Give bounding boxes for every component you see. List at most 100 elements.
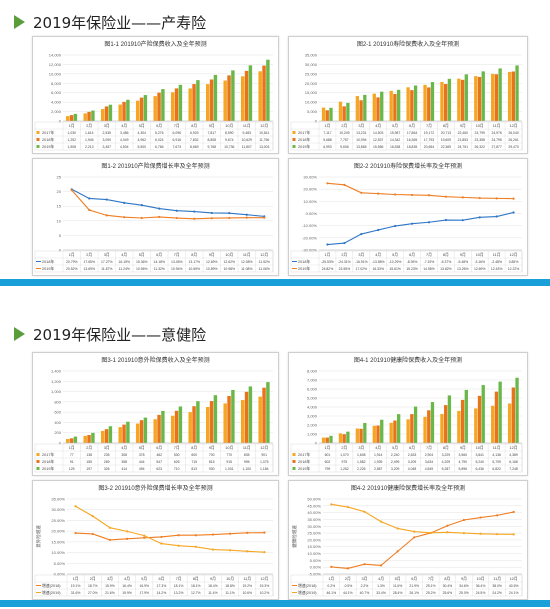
point-2019年-1月 <box>326 182 329 185</box>
bar-2019年-12月 <box>266 59 270 121</box>
data-label-增速(2018): 17.3% <box>157 584 167 588</box>
bar-2019年-6月 <box>161 89 165 121</box>
data-label-增速(2019): 25.0% <box>459 591 469 595</box>
data-label-2019年: 24,751 <box>458 145 468 149</box>
x-tick-label: 8月 <box>193 576 199 581</box>
data-label-2019年: 4,048 <box>408 467 417 471</box>
data-label-2019年: 12.43% <box>491 267 503 271</box>
bar-2018年-2月 <box>87 435 91 443</box>
point-增速(2018)-10月 <box>479 516 482 519</box>
bar-2018年-3月 <box>359 428 363 443</box>
data-label-2019年: 2,587 <box>374 467 383 471</box>
x-tick-label: 7月 <box>428 576 434 581</box>
data-label-2018年: 358 <box>121 460 127 464</box>
y-tick-label: 0.00% <box>310 565 322 570</box>
data-label-2019年: 1,031 <box>225 467 234 471</box>
bar-2019年-2月 <box>91 110 95 121</box>
data-label-2017年: 4,389 <box>509 453 518 457</box>
x-tick-label: 1月 <box>69 445 75 450</box>
data-label-2017年: 26,040 <box>508 131 518 135</box>
legend-swatch-2019年 <box>36 145 40 148</box>
data-label-2018年: 915 <box>226 460 232 464</box>
bar-2019年-4月 <box>380 419 384 443</box>
data-label-2019年: 23.55% <box>339 267 351 271</box>
x-tick-label: 3月 <box>361 576 367 581</box>
x-tick-label: 4月 <box>124 576 130 581</box>
bar-2018年-10月 <box>477 395 482 443</box>
bar-2019年-9月 <box>213 395 218 443</box>
data-label-2018年: 17.27% <box>101 260 113 264</box>
data-label-2018年: 4,049 <box>120 138 129 142</box>
data-label-2019年: 12.22% <box>508 267 520 271</box>
data-label-增速(2019): 44.1% <box>343 591 353 595</box>
x-tick-label: 2月 <box>341 445 347 450</box>
chart-c22: 图2-2 201910寿险保费增长率及全年预测 -30.00% -20.00% -10… <box>290 162 523 273</box>
bar-2019年-10月 <box>231 70 235 121</box>
x-tick-label: 2月 <box>90 576 96 581</box>
x-tick-label: 8月 <box>191 123 197 128</box>
x-tick-label: 5月 <box>139 123 145 128</box>
point-增速(2018)-3月 <box>363 563 366 566</box>
chart-panel-c22: 图2-2 201910寿险保费增长率及全年预测 -30.00% -20.00% -10… <box>288 158 528 276</box>
x-tick-label: 5月 <box>139 445 145 450</box>
x-tick-label: 5月 <box>141 576 147 581</box>
data-label-2017年: 1,070 <box>340 453 349 457</box>
bar-2018年-8月 <box>444 84 448 121</box>
data-label-增速(2019): 12.7% <box>191 591 201 595</box>
data-label-2018年: 10,629 <box>242 138 252 142</box>
data-label-2017年: 15,987 <box>390 131 400 135</box>
point-2019年-6月 <box>410 193 414 197</box>
x-tick-label: 11月 <box>493 123 501 128</box>
point-增速(2019)-3月 <box>363 510 366 513</box>
bar-2019年-5月 <box>143 417 148 443</box>
bar-2017年-11月 <box>491 405 495 443</box>
x-tick-label: 6月 <box>409 445 415 450</box>
y-tick-label: 1,400 <box>51 369 62 374</box>
x-tick-label: 9月 <box>460 445 466 450</box>
x-tick-label: 11月 <box>493 576 501 581</box>
y-tick-label: 15,000 <box>305 90 318 95</box>
data-label-2018年: 4,962 <box>138 138 147 142</box>
point-增速(2018)-4月 <box>379 564 383 567</box>
point-2018年-5月 <box>394 224 397 228</box>
bar-2017年-8月 <box>188 88 192 121</box>
data-label-2017年: 22,460 <box>458 131 468 135</box>
data-label-2017年: 3,486 <box>120 131 129 135</box>
bar-2017年-8月 <box>440 81 444 121</box>
data-label-2019年: 494 <box>139 467 145 471</box>
x-tick-label: 5月 <box>392 123 398 128</box>
data-label-2017年: 378 <box>139 453 145 457</box>
legend-swatch-2019年 <box>36 467 40 470</box>
data-label-2017年: 2,633 <box>408 453 417 457</box>
data-label-2019年: 11.24% <box>119 267 130 271</box>
section-title: 2019年保险业——意健险 <box>14 324 206 344</box>
data-label-增速(2019): 24.2% <box>492 591 502 595</box>
point-2019年-7月 <box>427 194 431 197</box>
data-label-2017年: 530 <box>174 453 180 457</box>
data-label-2019年: 11,807 <box>242 145 252 149</box>
y-tick-label: 20,000 <box>305 81 318 86</box>
bar-2019年-1月 <box>329 435 333 443</box>
y-tick-label: 2,000 <box>307 423 318 428</box>
point-增速(2019)-8月 <box>194 545 197 548</box>
bar-2018年-2月 <box>87 111 91 121</box>
bar-2018年-9月 <box>460 399 465 443</box>
bar-2018年-6月 <box>157 414 161 443</box>
y-tick-label: 35,000 <box>305 53 318 58</box>
bar-2017年-1月 <box>65 116 70 121</box>
legend-label: 2019年 <box>298 466 310 471</box>
y-tick-label: 3,000 <box>307 414 318 419</box>
legend-label: 2018年 <box>42 137 54 142</box>
chart-title: 图4-1 201910健康险保费收入及全年预测 <box>354 356 462 364</box>
bar-2019年-1月 <box>329 107 333 121</box>
data-label-2019年: 2,226 <box>357 467 366 471</box>
series-line-2018年 <box>327 211 514 246</box>
x-tick-label: 11月 <box>493 252 501 257</box>
y-tick-label: 1,000 <box>307 432 318 437</box>
y-tick-label: 4,000 <box>51 100 62 105</box>
bar-2017年-12月 <box>507 403 512 443</box>
legend-label: 2018年 <box>42 259 54 264</box>
x-tick-label: 9月 <box>460 123 466 128</box>
point-增速(2018)-3月 <box>108 538 112 542</box>
data-label-2019年: 5,896 <box>459 467 468 471</box>
